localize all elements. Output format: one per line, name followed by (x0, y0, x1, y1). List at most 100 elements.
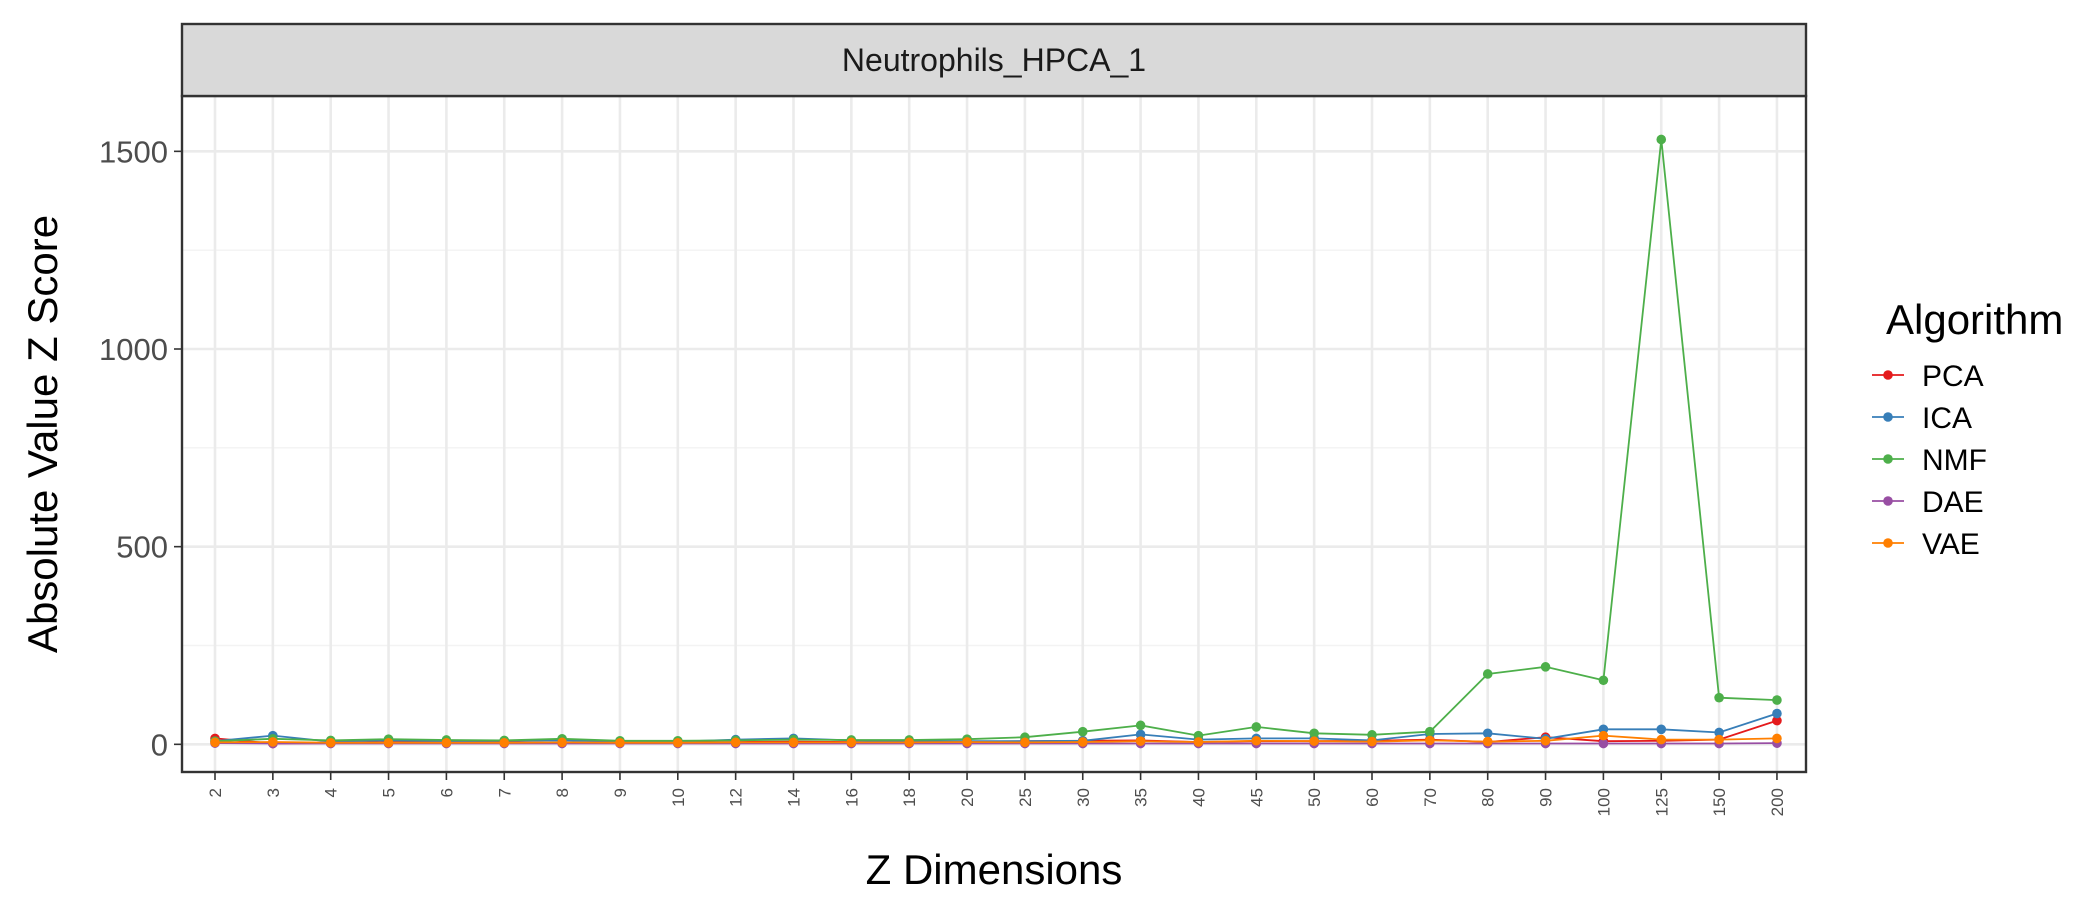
data-point-vae (673, 737, 683, 748)
data-point-vae (210, 737, 220, 748)
data-point-vae (1020, 737, 1030, 748)
y-tick-label: 0 (151, 727, 168, 762)
y-axis: 0 500 1000 1500 (99, 134, 182, 762)
x-axis-title: Z Dimensions (866, 846, 1123, 893)
x-tick-label: 14 (785, 788, 804, 807)
data-point-vae (846, 737, 857, 748)
x-tick-label: 8 (553, 788, 572, 797)
x-tick-label: 6 (437, 788, 456, 797)
x-tick-label: 20 (958, 788, 977, 807)
data-point-nmf (1540, 662, 1551, 672)
x-tick-label: 4 (322, 788, 341, 797)
x-tick-label: 150 (1710, 788, 1729, 816)
x-tick-label: 12 (727, 788, 746, 807)
data-point-vae (1251, 735, 1262, 746)
series-line-nmf (214, 139, 1778, 743)
data-point-vae (325, 737, 336, 748)
data-point-nmf (1598, 675, 1609, 686)
legend-label: NMF (1922, 444, 1987, 477)
x-tick-label: 80 (1479, 788, 1498, 807)
x-tick-label: 16 (842, 788, 861, 807)
series-layer (210, 134, 1782, 749)
x-tick-label: 2 (206, 788, 225, 797)
data-point-vae (383, 737, 394, 748)
x-tick-label: 25 (1016, 788, 1035, 807)
legend-key-point (1883, 538, 1893, 548)
x-tick-label: 7 (495, 788, 514, 797)
data-point-ica (1772, 708, 1782, 719)
data-point-vae (1656, 734, 1667, 745)
data-point-vae (1077, 737, 1088, 747)
data-point-vae (1135, 736, 1146, 746)
data-point-nmf (1772, 695, 1782, 705)
x-tick-label: 125 (1652, 788, 1671, 816)
legend-label: ICA (1922, 402, 1972, 435)
legend-label: PCA (1922, 360, 1984, 393)
x-tick-label: 5 (380, 788, 399, 797)
x-tick-label: 40 (1189, 788, 1208, 807)
data-point-vae (615, 737, 625, 748)
facet-strip: Neutrophils_HPCA_1 (180, 22, 1808, 98)
y-tick-label: 1000 (99, 332, 168, 367)
data-point-vae (1540, 735, 1551, 746)
data-point-nmf (1425, 726, 1435, 737)
legend-key-point (1883, 496, 1893, 506)
x-tick-label: 100 (1594, 788, 1613, 816)
legend: Algorithm PCA ICA NMF DAE VAE (1872, 296, 2063, 561)
data-point-nmf (1367, 730, 1377, 740)
series-vae (210, 730, 1782, 748)
data-point-ica (1656, 724, 1667, 735)
data-point-dae (1598, 738, 1609, 749)
y-axis-title: Absolute Value Z Score (19, 215, 66, 653)
y-tick-label: 500 (116, 530, 168, 565)
data-point-vae (1598, 730, 1609, 741)
legend-key-point (1883, 412, 1893, 422)
legend-label: DAE (1922, 486, 1984, 519)
data-point-vae (1425, 735, 1435, 746)
data-point-vae (1193, 737, 1204, 747)
legend-item-vae: VAE (1872, 528, 1980, 561)
x-tick-label: 90 (1537, 788, 1556, 807)
x-tick-label: 9 (611, 788, 630, 797)
data-point-nmf (1077, 726, 1088, 737)
x-tick-label: 50 (1305, 788, 1324, 807)
legend-item-ica: ICA (1872, 402, 1972, 435)
y-tick-label: 1500 (99, 134, 168, 169)
data-point-vae (268, 737, 278, 747)
data-point-ica (1482, 728, 1493, 739)
data-point-vae (788, 737, 799, 748)
x-tick-label: 60 (1363, 788, 1382, 807)
data-point-vae (1482, 736, 1493, 747)
data-point-vae (1714, 734, 1724, 745)
legend-item-nmf: NMF (1872, 444, 1987, 477)
facet-title: Neutrophils_HPCA_1 (842, 42, 1146, 78)
data-point-pca (1772, 715, 1782, 726)
data-point-nmf (1656, 134, 1667, 145)
data-point-vae (730, 737, 741, 748)
x-tick-label: 200 (1768, 788, 1787, 816)
data-point-vae (1772, 733, 1782, 744)
x-axis: 2 3 4 5 6 7 8 9 10 12 14 16 18 20 25 30 35 40 45 50 60 70 80 90… (206, 772, 1787, 816)
legend-key-point (1883, 454, 1893, 464)
data-point-nmf (1482, 669, 1493, 679)
series-line-vae (214, 734, 1778, 744)
data-point-ica (1135, 729, 1146, 740)
data-point-vae (962, 737, 972, 747)
data-point-vae (1367, 736, 1377, 747)
data-point-nmf (1135, 720, 1146, 731)
data-point-vae (1309, 736, 1319, 746)
data-point-vae (557, 737, 567, 748)
data-point-nmf (1309, 728, 1319, 739)
legend-title: Algorithm (1886, 296, 2063, 343)
legend-label: VAE (1922, 528, 1980, 561)
data-point-ica (1714, 727, 1724, 738)
data-point-vae (499, 737, 510, 748)
x-tick-label: 18 (900, 788, 919, 807)
x-tick-label: 30 (1074, 788, 1093, 807)
data-point-nmf (1251, 722, 1262, 732)
x-tick-label: 70 (1421, 788, 1440, 807)
x-tick-label: 3 (264, 788, 283, 797)
data-point-vae (904, 737, 914, 748)
x-tick-label: 35 (1132, 788, 1151, 807)
